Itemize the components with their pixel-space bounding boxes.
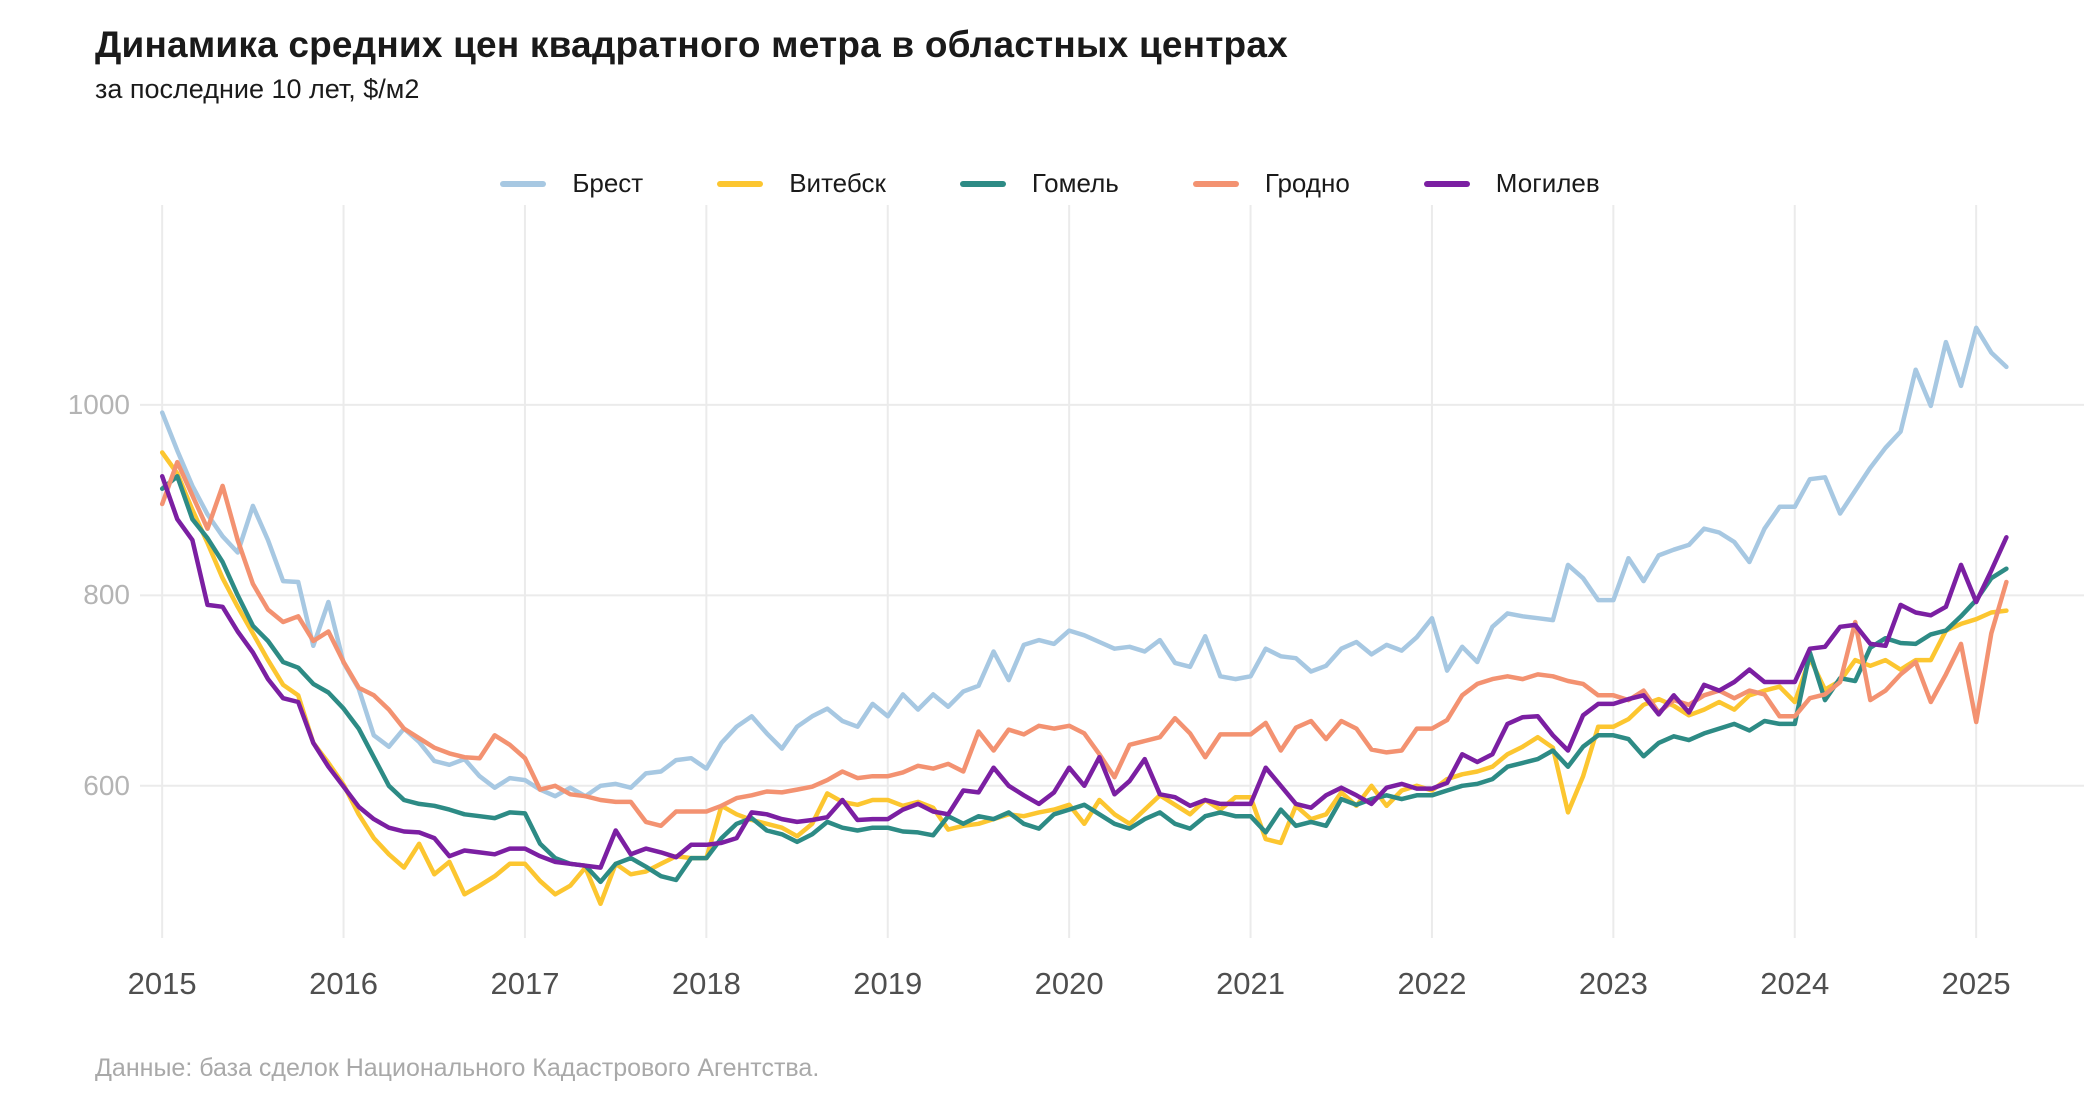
page-title: Динамика средних цен квадратного метра в… <box>95 24 1288 65</box>
legend-swatch-mogilev <box>1423 180 1470 187</box>
chart-legend: Брест Витебск Гомель Гродно Могилев <box>0 168 2100 199</box>
series-line-Гомель <box>159 474 2009 885</box>
legend-item-grodno: Гродно <box>1192 168 1350 199</box>
x-axis-tick-label: 2024 <box>1760 966 1830 1001</box>
x-axis-tick-label: 2019 <box>853 966 923 1001</box>
legend-swatch-gomel <box>959 180 1006 187</box>
legend-item-gomel: Гомель <box>959 168 1119 199</box>
x-axis-tick-label: 2020 <box>1034 966 1104 1001</box>
x-axis-tick-label: 2021 <box>1216 966 1286 1001</box>
legend-item-brest: Брест <box>500 168 643 199</box>
data-source-note: Данные: база сделок Национального Кадаст… <box>95 1054 820 1082</box>
legend-item-vitebsk: Витебск <box>717 168 886 199</box>
page-subtitle: за последние 10 лет, $/м2 <box>95 74 420 104</box>
x-axis-tick-label: 2022 <box>1397 966 1467 1001</box>
x-axis-tick-label: 2018 <box>671 966 741 1001</box>
legend-swatch-grodno <box>1192 180 1239 187</box>
x-axis-tick-label: 2015 <box>127 966 197 1001</box>
y-axis-tick-label: 800 <box>83 579 130 611</box>
y-axis-tick-label: 1000 <box>67 388 130 420</box>
x-axis-tick-label: 2025 <box>1941 966 2011 1001</box>
x-axis-tick-label: 2017 <box>490 966 560 1001</box>
series-line-Гродно <box>159 459 2009 829</box>
legend-item-mogilev: Могилев <box>1423 168 1600 199</box>
series-line-Брест <box>159 325 2009 799</box>
legend-label-mogilev: Могилев <box>1495 168 1600 198</box>
legend-swatch-vitebsk <box>717 180 764 187</box>
legend-swatch-brest <box>500 180 547 187</box>
legend-label-grodno: Гродно <box>1264 168 1350 198</box>
x-axis-tick-label: 2023 <box>1578 966 1648 1001</box>
legend-label-brest: Брест <box>572 168 644 198</box>
y-axis-tick-label: 600 <box>83 769 130 801</box>
series-line-Могилев <box>159 474 2009 870</box>
legend-label-vitebsk: Витебск <box>789 168 886 198</box>
series-line-Витебск <box>159 450 2009 907</box>
legend-label-gomel: Гомель <box>1031 168 1119 198</box>
x-axis-tick-label: 2016 <box>309 966 379 1001</box>
